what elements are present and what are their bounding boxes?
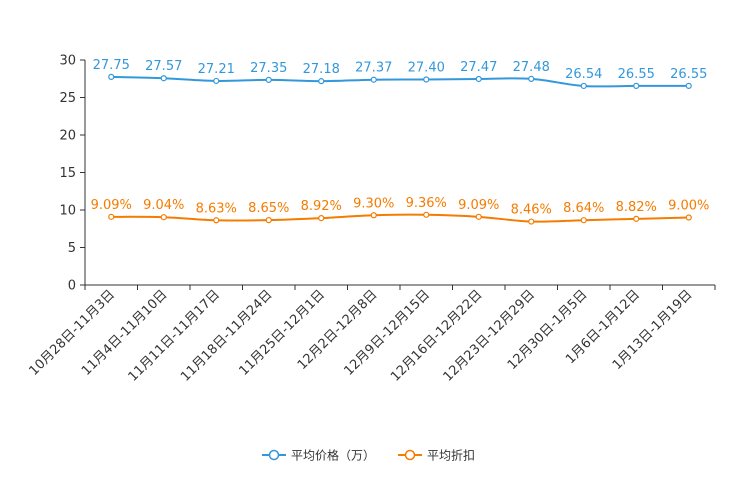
y-tick-label: 30	[59, 54, 76, 69]
data-point[interactable]	[633, 215, 640, 222]
series-0: 27.75 27.57 27.21 27.35 27.18 27.37 27.40 27.47…	[93, 58, 707, 90]
series-line	[111, 213, 689, 223]
legend-circle-icon	[404, 449, 416, 461]
y-tick-label: 0	[68, 279, 76, 294]
data-label: 8.46%	[511, 203, 552, 218]
y-tick-label: 15	[59, 166, 76, 181]
data-point[interactable]	[160, 75, 167, 82]
data-label: 8.82%	[616, 200, 657, 215]
series-line	[111, 75, 689, 88]
legend-item-1[interactable]: 平均折扣	[398, 448, 475, 463]
data-point[interactable]	[423, 211, 430, 218]
data-label: 8.63%	[196, 201, 237, 216]
data-point[interactable]	[213, 77, 220, 85]
y-tick-label: 5	[68, 241, 76, 256]
data-point[interactable]	[318, 215, 325, 222]
data-point[interactable]	[318, 78, 325, 85]
legend-label: 平均价格（万）	[291, 448, 375, 463]
data-label: 27.40	[408, 61, 445, 76]
legend-label: 平均折扣	[427, 448, 475, 463]
data-point[interactable]	[528, 218, 535, 225]
data-label: 9.09%	[458, 198, 499, 213]
data-label: 27.47	[460, 60, 497, 75]
data-label: 27.37	[355, 61, 392, 76]
data-label: 27.48	[513, 60, 550, 75]
data-point[interactable]	[685, 214, 692, 221]
data-label: 26.54	[565, 67, 602, 82]
y-axis-ticks: 0 5 10 15 20 25 30	[59, 54, 85, 294]
x-tick-label: 10月28日-11月3日	[26, 287, 118, 379]
data-point[interactable]	[685, 82, 692, 89]
data-point[interactable]	[160, 214, 167, 221]
data-label: 8.65%	[248, 201, 289, 216]
data-label: 8.64%	[563, 201, 604, 216]
data-label: 9.36%	[406, 196, 447, 211]
data-label: 8.92%	[301, 199, 342, 214]
data-label: 9.04%	[143, 198, 184, 213]
data-label: 27.18	[303, 62, 340, 77]
y-tick-label: 10	[59, 204, 76, 219]
data-point[interactable]	[528, 75, 535, 83]
data-point[interactable]	[580, 217, 587, 224]
x-tick-label: 12月23日-12月29日	[441, 287, 538, 384]
data-label: 26.55	[618, 67, 655, 82]
data-point[interactable]	[370, 212, 377, 219]
y-tick-label: 25	[59, 91, 76, 106]
series-1: 9.09% 9.04% 8.63% 8.65% 8.92% 9.30% 9.36% 9.09%…	[91, 196, 709, 225]
data-label: 9.09%	[91, 198, 132, 213]
data-point[interactable]	[475, 75, 482, 83]
data-point[interactable]	[580, 82, 587, 90]
data-point[interactable]	[265, 217, 272, 224]
y-tick-label: 20	[59, 129, 76, 144]
data-label: 27.75	[93, 58, 130, 73]
data-point[interactable]	[213, 217, 220, 224]
legend[interactable]: 平均价格（万） 平均折扣	[262, 448, 475, 463]
series-layer: 27.75 27.57 27.21 27.35 27.18 27.37 27.40 27.47…	[91, 58, 709, 225]
data-point[interactable]	[108, 213, 115, 220]
legend-item-0[interactable]: 平均价格（万）	[262, 448, 375, 463]
data-label: 27.57	[145, 59, 182, 74]
data-point[interactable]	[633, 82, 640, 89]
data-point[interactable]	[108, 73, 115, 80]
data-label: 9.00%	[668, 199, 709, 214]
data-point[interactable]	[370, 76, 377, 83]
x-tick-label: 11月18日-11月24日	[178, 287, 275, 384]
x-tick-label: 11月11日-11月17日	[126, 287, 223, 384]
data-label: 26.55	[670, 67, 707, 82]
data-point[interactable]	[423, 76, 430, 83]
x-tick-label: 12月16日-12月22日	[388, 287, 485, 384]
data-point[interactable]	[475, 213, 482, 220]
axes	[84, 60, 715, 286]
data-label: 27.35	[250, 61, 287, 76]
data-label: 27.21	[198, 62, 235, 77]
data-label: 9.30%	[353, 196, 394, 211]
x-axis-ticks: 10月28日-11月3日11月4日-11月10日11月11日-11月17日11月…	[26, 285, 716, 385]
legend-circle-icon	[268, 449, 280, 461]
data-point[interactable]	[265, 76, 272, 83]
